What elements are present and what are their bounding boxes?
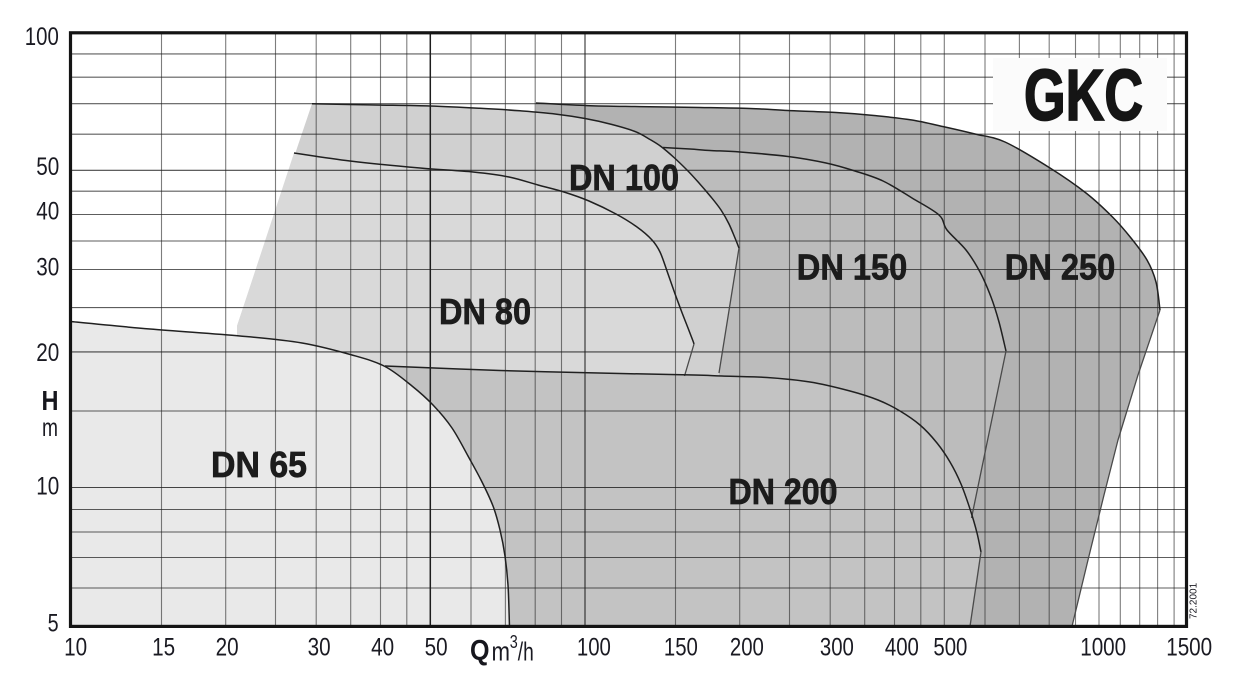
svg-text:300: 300 [820, 634, 854, 662]
svg-text:m: m [492, 637, 511, 667]
svg-text:DN 250: DN 250 [1005, 247, 1116, 288]
svg-text:30: 30 [308, 634, 331, 662]
svg-text:100: 100 [25, 23, 59, 51]
svg-text:50: 50 [36, 153, 59, 181]
svg-text:3: 3 [510, 632, 518, 652]
svg-text:DN 80: DN 80 [439, 291, 531, 332]
svg-text:GKC: GKC [1024, 56, 1143, 136]
svg-text:/h: /h [518, 637, 534, 667]
svg-text:10: 10 [64, 634, 87, 662]
svg-text:200: 200 [730, 634, 764, 662]
svg-text:DN 150: DN 150 [797, 247, 908, 288]
svg-text:5: 5 [48, 610, 59, 638]
svg-text:40: 40 [371, 634, 394, 662]
svg-text:1500: 1500 [1166, 634, 1212, 662]
svg-text:400: 400 [885, 634, 919, 662]
svg-text:DN 65: DN 65 [211, 444, 307, 485]
svg-text:100: 100 [577, 634, 611, 662]
svg-text:50: 50 [425, 634, 448, 662]
svg-text:40: 40 [36, 198, 59, 226]
svg-text:30: 30 [36, 254, 59, 282]
svg-text:DN 100: DN 100 [569, 157, 679, 198]
svg-text:500: 500 [933, 634, 967, 662]
svg-text:15: 15 [152, 634, 175, 662]
svg-text:20: 20 [36, 339, 59, 367]
svg-text:20: 20 [216, 634, 239, 662]
svg-text:H: H [42, 385, 59, 416]
svg-text:Q: Q [470, 635, 490, 667]
svg-text:1000: 1000 [1080, 634, 1126, 662]
svg-text:72.2001: 72.2001 [1189, 582, 1200, 619]
svg-text:150: 150 [664, 634, 698, 662]
svg-text:10: 10 [36, 473, 59, 501]
svg-text:m: m [42, 414, 58, 442]
svg-text:DN 200: DN 200 [729, 471, 838, 512]
